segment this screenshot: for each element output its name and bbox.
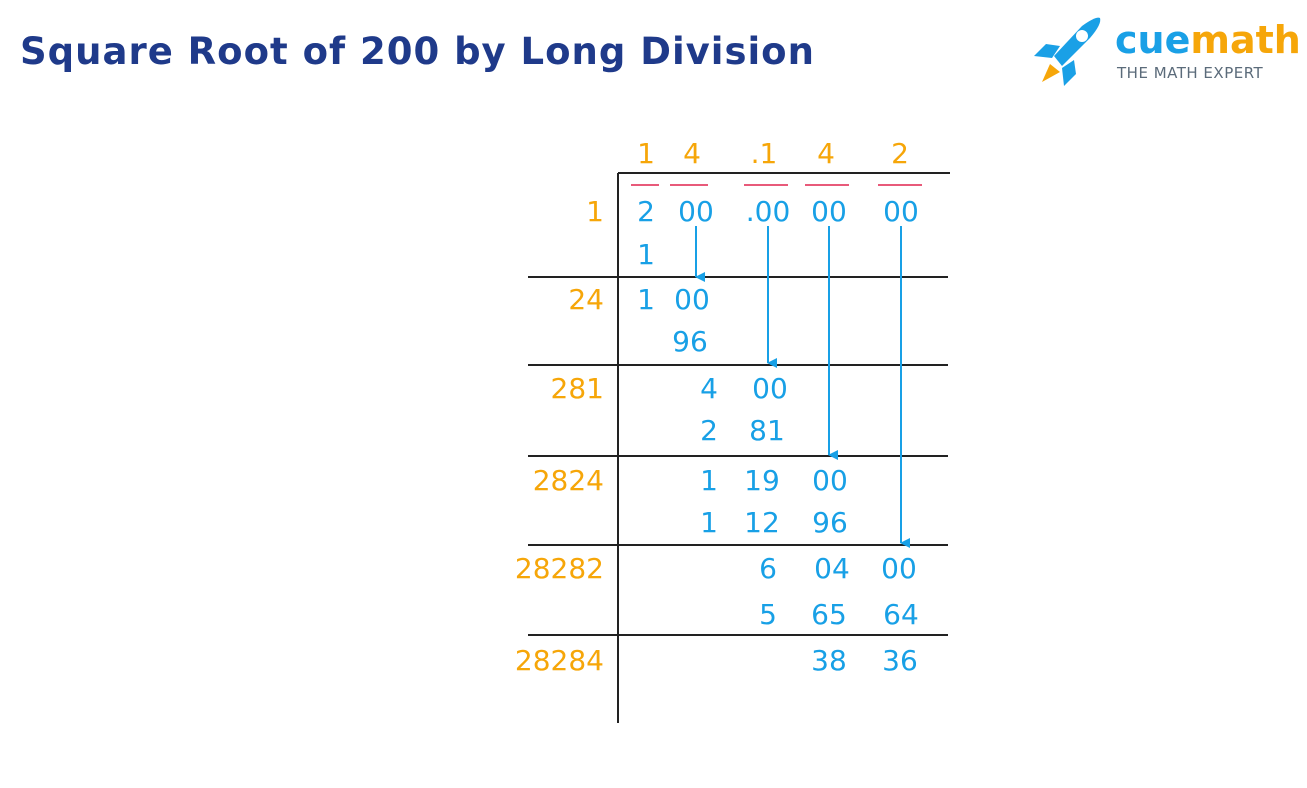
divisor: 1: [586, 195, 604, 228]
quotient-digit: 4: [683, 137, 701, 170]
step-value: 96: [672, 325, 708, 358]
step-value: 12: [744, 506, 780, 539]
step-value: 1: [637, 283, 655, 316]
step-value: 1: [700, 464, 718, 497]
logo-wordmark: cuemath: [1115, 18, 1301, 62]
step-value: 19: [744, 464, 780, 497]
quotient-digit: .1: [751, 137, 778, 170]
rocket-icon: [1034, 17, 1101, 86]
quotient-digit: 2: [891, 137, 909, 170]
step-value: 4: [700, 372, 718, 405]
step-value: 00: [752, 372, 788, 405]
dividend-digit: .00: [746, 195, 791, 228]
dividend-digit: 00: [678, 195, 714, 228]
logo-tagline: THE MATH EXPERT: [1117, 64, 1264, 82]
dividend-digit: 00: [883, 195, 919, 228]
step-value: 00: [812, 464, 848, 497]
step-value: 96: [812, 506, 848, 539]
quotient-digit: 1: [637, 137, 655, 170]
divisor: 2824: [533, 464, 604, 497]
step-value: 1: [637, 238, 655, 271]
logo-suffix: math: [1190, 18, 1301, 62]
remainder-value: 38: [811, 644, 847, 677]
step-value: 00: [674, 283, 710, 316]
step-value: 64: [883, 598, 919, 631]
dividend-digit: 2: [637, 195, 655, 228]
dividend-digit: 00: [811, 195, 847, 228]
page-title: Square Root of 200 by Long Division: [20, 30, 815, 73]
step-value: 04: [814, 552, 850, 585]
remainder-value: 36: [882, 644, 918, 677]
divisor: 28284: [515, 644, 604, 677]
step-value: 5: [759, 598, 777, 631]
step-value: 2: [700, 414, 718, 447]
step-value: 1: [700, 506, 718, 539]
divisor: 281: [551, 372, 604, 405]
step-value: 6: [759, 552, 777, 585]
step-value: 81: [749, 414, 785, 447]
divisor: 28282: [515, 552, 604, 585]
quotient-digit: 4: [817, 137, 835, 170]
step-value: 65: [811, 598, 847, 631]
divisor: 24: [568, 283, 604, 316]
logo-prefix: cue: [1115, 18, 1191, 62]
step-value: 00: [881, 552, 917, 585]
